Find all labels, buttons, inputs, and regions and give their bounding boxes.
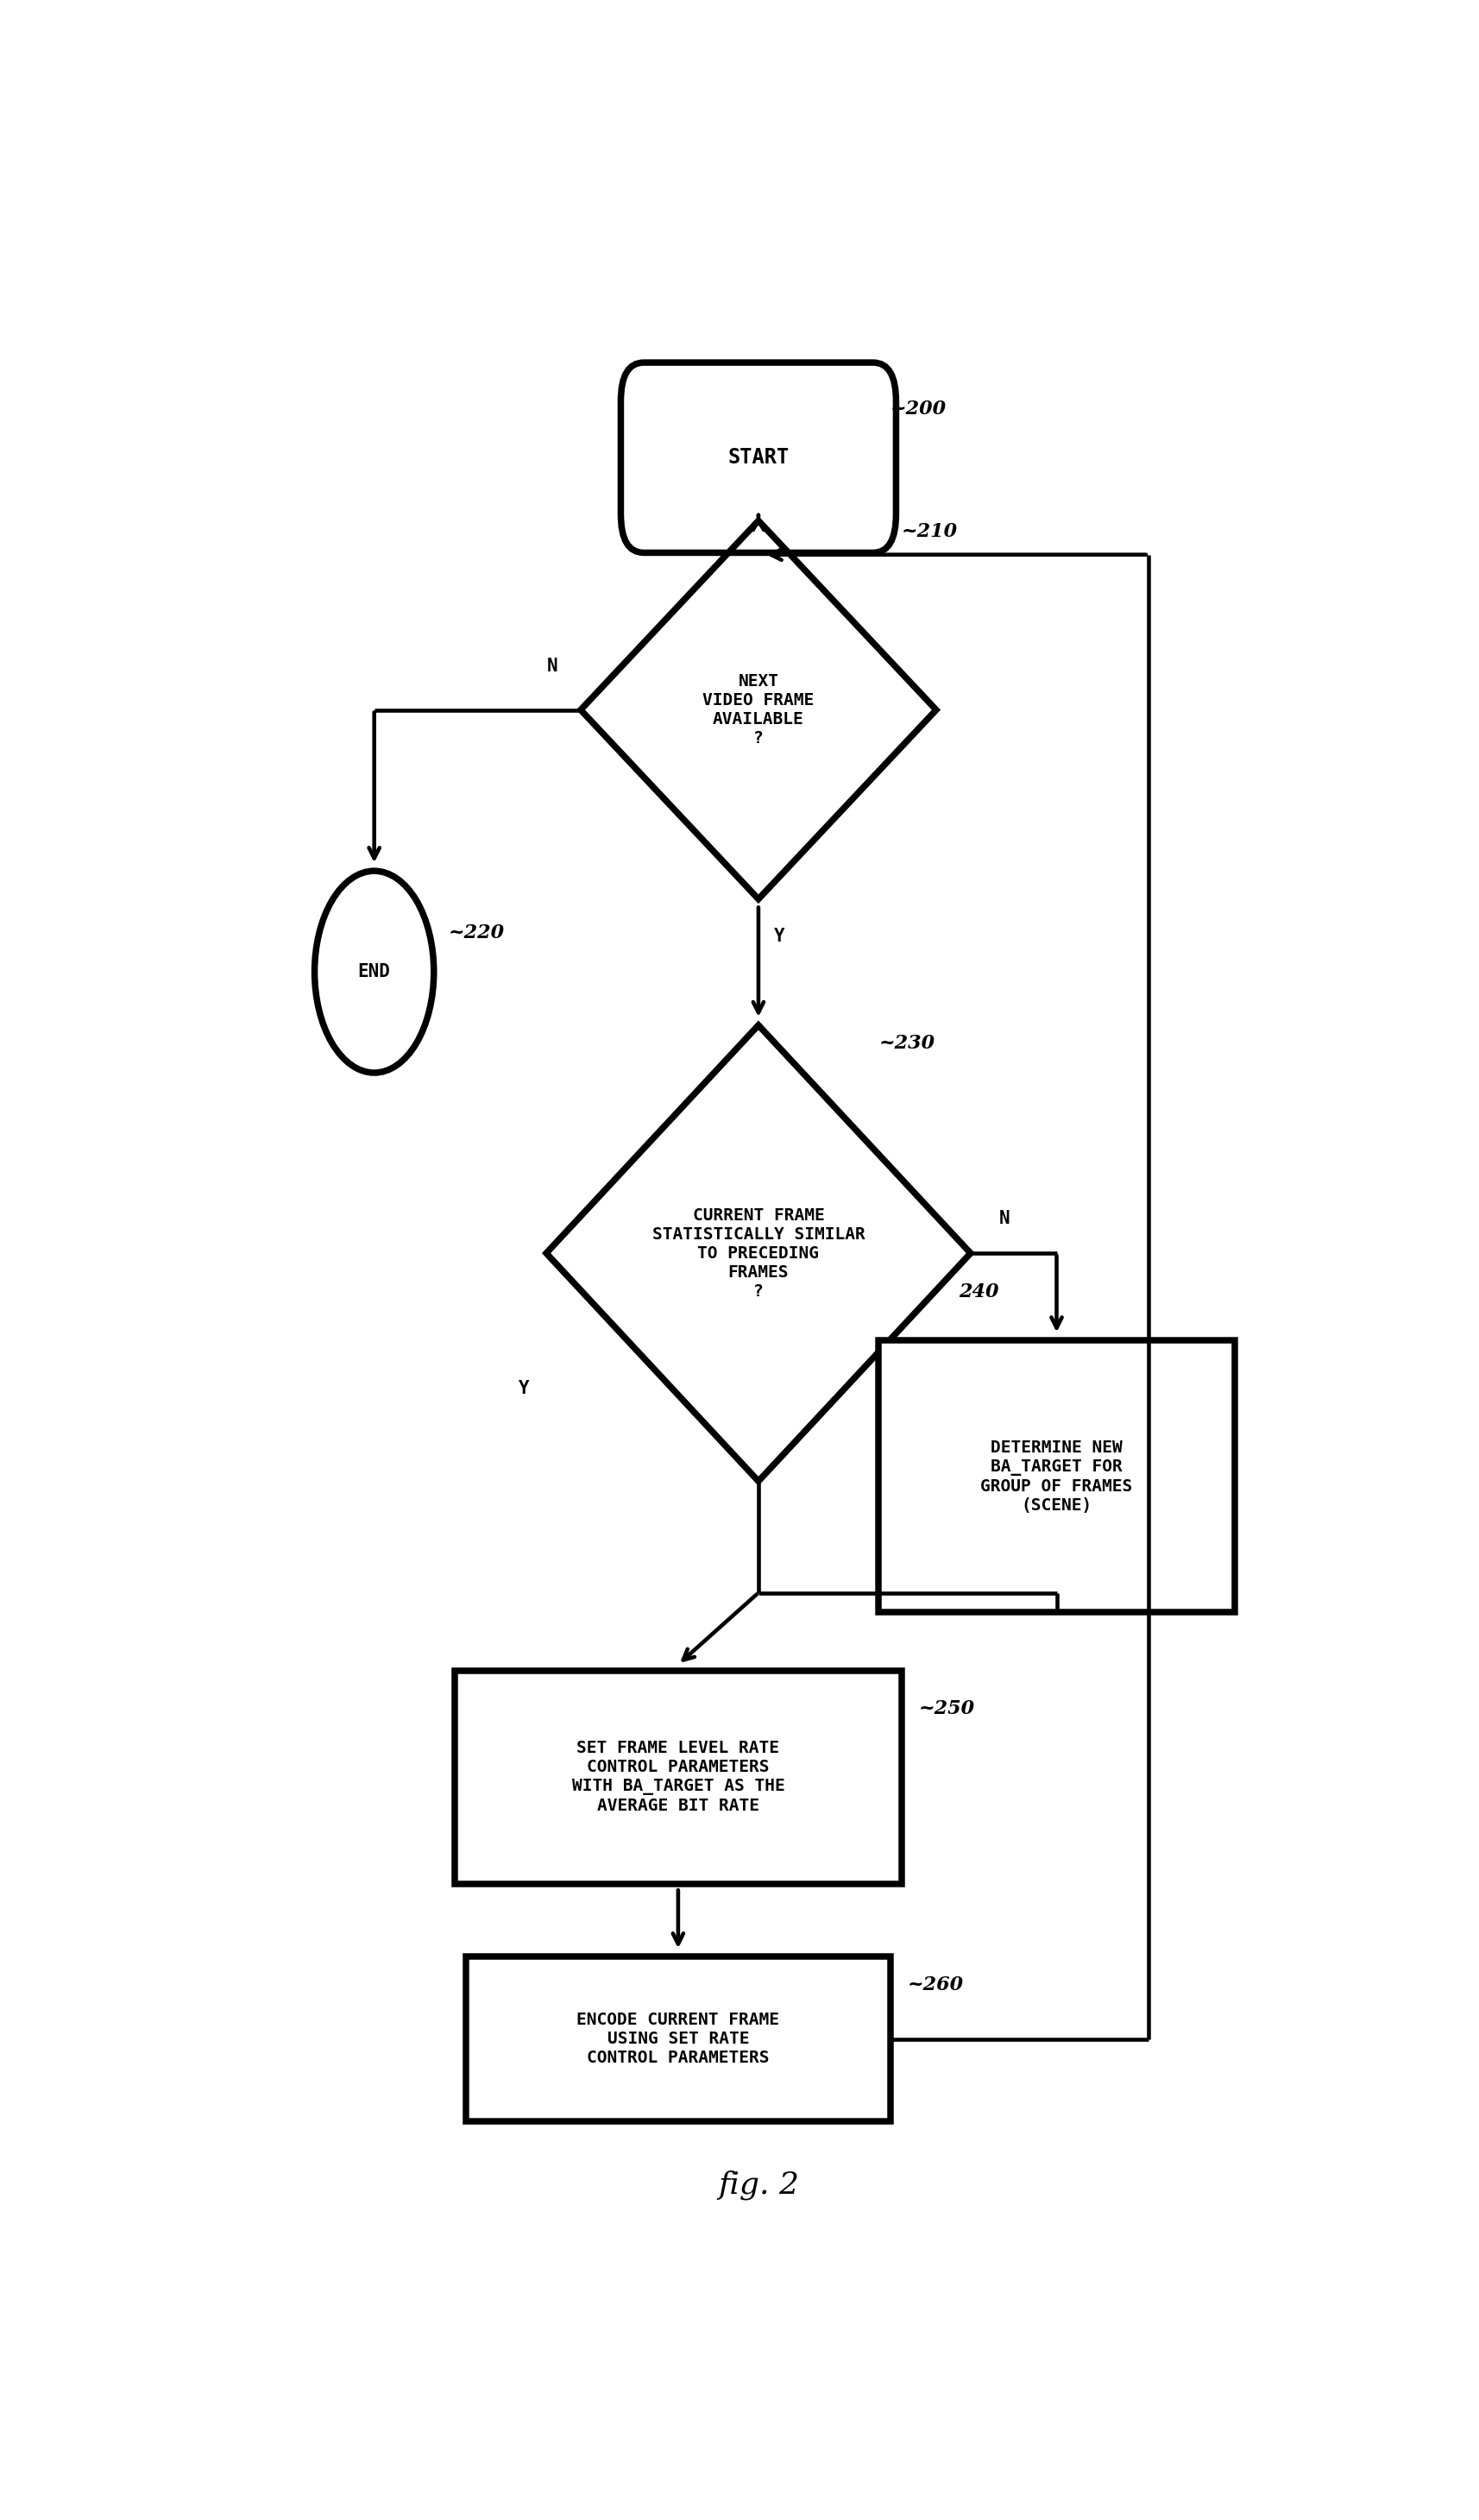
Text: ~250: ~250 [918,1698,975,1719]
Text: SET FRAME LEVEL RATE
CONTROL PARAMETERS
WITH BA_TARGET AS THE
AVERAGE BIT RATE: SET FRAME LEVEL RATE CONTROL PARAMETERS … [571,1739,784,1814]
Text: 240: 240 [958,1283,998,1300]
Text: ~200: ~200 [890,401,947,418]
Text: ~260: ~260 [907,1976,963,1993]
Bar [454,1671,901,1885]
Text: CURRENT FRAME
STATISTICALLY SIMILAR
TO PRECEDING
FRAMES
?: CURRENT FRAME STATISTICALLY SIMILAR TO P… [652,1207,864,1300]
Text: N: N [998,1210,1010,1227]
Text: NEXT
VIDEO FRAME
AVAILABLE
?: NEXT VIDEO FRAME AVAILABLE ? [703,673,813,746]
Text: ~210: ~210 [901,522,957,542]
Text: END: END [358,963,390,980]
Bar [466,1956,890,2122]
Text: START: START [728,446,788,469]
FancyBboxPatch shape [621,363,896,552]
Bar [879,1341,1233,1613]
Text: fig. 2: fig. 2 [717,2170,799,2200]
Text: DETERMINE NEW
BA_TARGET FOR
GROUP OF FRAMES
(SCENE): DETERMINE NEW BA_TARGET FOR GROUP OF FRA… [981,1439,1131,1515]
Text: N: N [546,658,558,675]
Text: Y: Y [518,1381,529,1396]
Text: ENCODE CURRENT FRAME
USING SET RATE
CONTROL PARAMETERS: ENCODE CURRENT FRAME USING SET RATE CONT… [577,2011,779,2066]
Text: ~220: ~220 [448,922,504,942]
Text: Y: Y [774,927,784,945]
Text: ~230: ~230 [879,1033,935,1053]
